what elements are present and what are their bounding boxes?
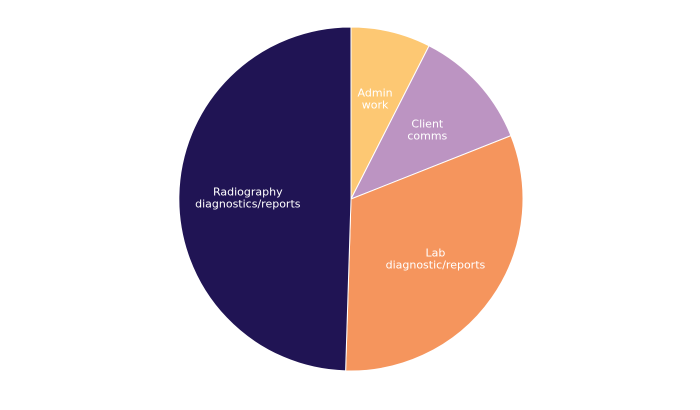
- pie-slice-2: [345, 135, 524, 372]
- slice-label-line-2-0: Lab: [426, 246, 446, 259]
- slice-label-1: Client comms: [407, 118, 447, 143]
- pie-labels: Admin work Client comms Lab diagnostic/report…: [195, 87, 485, 272]
- pie-slice-1: [349, 45, 512, 200]
- slice-label-line-0-0: Admin: [358, 87, 393, 100]
- slice-label-3: Radiography diagnostics/reports: [195, 185, 301, 210]
- pie-slice-3: [178, 26, 352, 372]
- slice-label-2: Lab diagnostic/reports: [386, 246, 486, 271]
- slice-label-line-1-1: comms: [407, 130, 447, 143]
- slice-label-line-1-0: Client: [411, 118, 444, 131]
- slice-label-line-3-0: Radiography: [213, 185, 283, 198]
- pie-slices: [178, 26, 524, 372]
- slice-label-line-0-1: work: [362, 99, 389, 112]
- slice-label-line-3-1: diagnostics/reports: [195, 197, 301, 210]
- slice-label-0: Admin work: [358, 87, 393, 112]
- slice-label-line-2-1: diagnostic/reports: [386, 258, 486, 271]
